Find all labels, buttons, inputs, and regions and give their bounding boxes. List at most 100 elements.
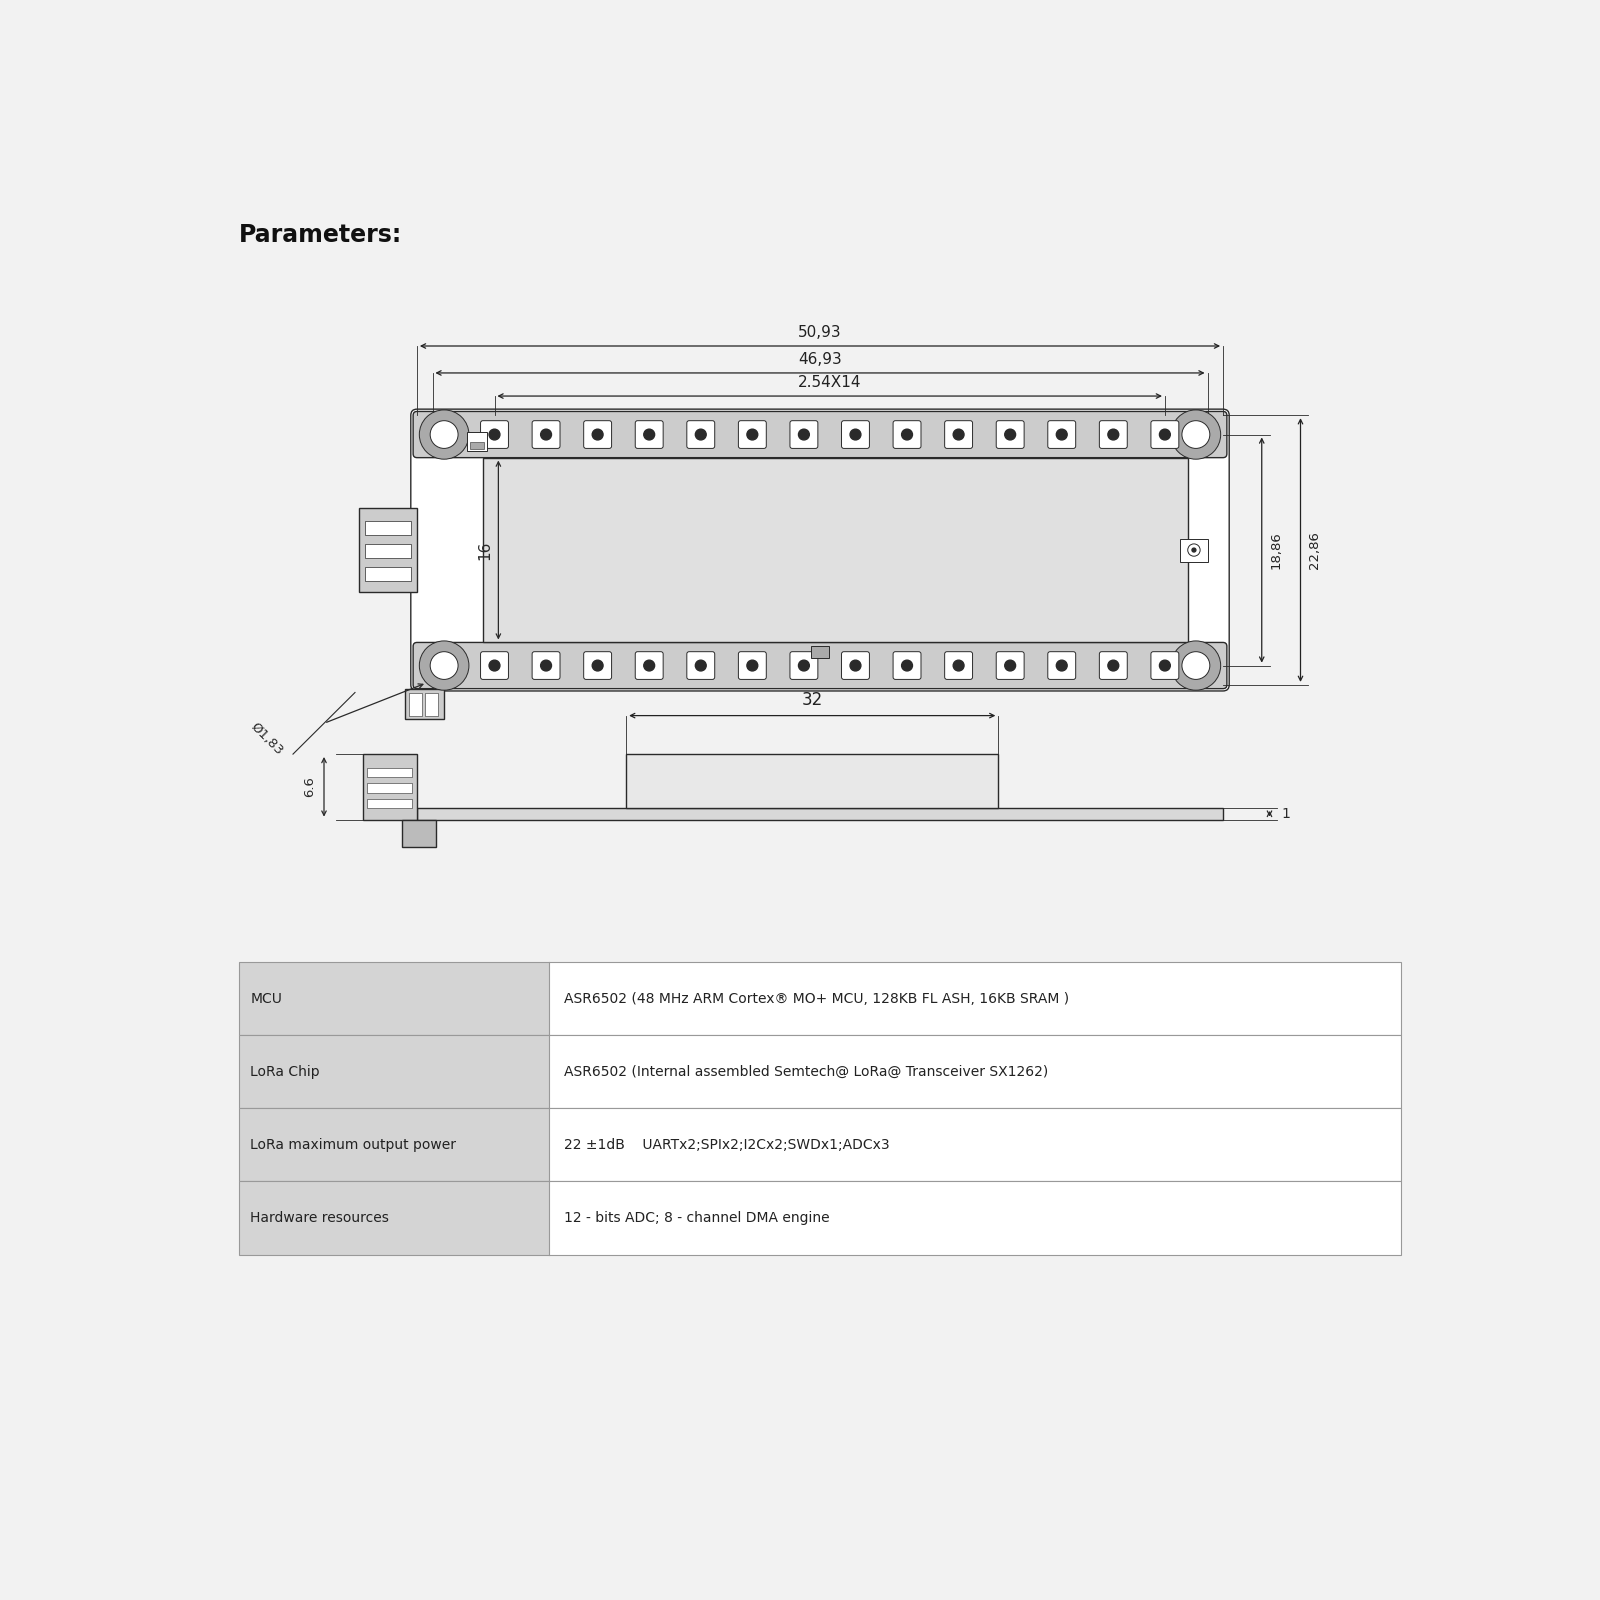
Circle shape (747, 661, 758, 670)
Bar (365, 544, 411, 558)
Bar (626, 754, 998, 808)
Bar (365, 520, 411, 534)
Text: 32: 32 (802, 691, 822, 709)
Text: 50,93: 50,93 (798, 325, 842, 339)
FancyBboxPatch shape (738, 651, 766, 680)
Bar (238, 962, 1402, 1035)
FancyBboxPatch shape (635, 651, 662, 680)
Circle shape (798, 661, 810, 670)
Bar (549, 1181, 1402, 1254)
Bar (363, 754, 418, 819)
Bar (368, 798, 413, 808)
Text: Ø1,83: Ø1,83 (248, 720, 285, 757)
Circle shape (954, 661, 965, 670)
Bar (238, 1035, 549, 1109)
Text: 16: 16 (477, 541, 491, 560)
FancyBboxPatch shape (686, 651, 715, 680)
FancyBboxPatch shape (413, 411, 1227, 458)
Circle shape (490, 429, 499, 440)
Bar (483, 458, 1189, 643)
Bar (238, 1035, 1402, 1109)
FancyBboxPatch shape (1150, 651, 1179, 680)
FancyBboxPatch shape (944, 421, 973, 448)
Text: 1: 1 (1282, 806, 1290, 821)
FancyBboxPatch shape (790, 651, 818, 680)
Circle shape (1171, 410, 1221, 459)
FancyBboxPatch shape (997, 651, 1024, 680)
Bar (549, 1109, 1402, 1181)
Bar (238, 1181, 549, 1254)
FancyBboxPatch shape (1048, 421, 1075, 448)
Bar (238, 1109, 549, 1181)
Bar (1181, 539, 1208, 562)
FancyBboxPatch shape (1048, 651, 1075, 680)
Circle shape (419, 642, 469, 690)
Circle shape (850, 429, 861, 440)
FancyBboxPatch shape (1099, 421, 1128, 448)
Circle shape (643, 429, 654, 440)
Bar (402, 819, 437, 846)
Bar (368, 768, 413, 778)
Circle shape (954, 429, 965, 440)
Circle shape (1171, 642, 1221, 690)
Text: Hardware resources: Hardware resources (250, 1211, 389, 1226)
Bar (238, 962, 549, 1035)
FancyBboxPatch shape (584, 651, 611, 680)
Bar (365, 566, 411, 581)
Text: 46,93: 46,93 (798, 352, 842, 366)
Circle shape (1160, 661, 1170, 670)
FancyBboxPatch shape (738, 421, 766, 448)
Text: Parameters:: Parameters: (238, 222, 402, 246)
Bar (811, 646, 829, 658)
FancyBboxPatch shape (635, 421, 662, 448)
Text: 2.54X14: 2.54X14 (798, 374, 861, 390)
Text: LoRa Chip: LoRa Chip (250, 1064, 320, 1078)
Circle shape (1182, 421, 1210, 448)
Circle shape (490, 661, 499, 670)
Text: 22,86: 22,86 (1309, 531, 1322, 570)
Circle shape (1182, 651, 1210, 680)
FancyBboxPatch shape (893, 421, 922, 448)
Circle shape (430, 421, 458, 448)
Circle shape (696, 429, 706, 440)
Circle shape (430, 651, 458, 680)
FancyBboxPatch shape (480, 421, 509, 448)
Circle shape (1107, 661, 1118, 670)
Bar (467, 432, 486, 451)
Circle shape (902, 429, 912, 440)
Text: MCU: MCU (250, 992, 282, 1005)
Text: ASR6502 (48 MHz ARM Cortex® MO+ MCU, 128KB FL ASH, 16KB SRAM ): ASR6502 (48 MHz ARM Cortex® MO+ MCU, 128… (565, 992, 1069, 1005)
Circle shape (419, 410, 469, 459)
FancyBboxPatch shape (944, 651, 973, 680)
Text: ASR6502 (Internal assembled Semtech@ LoRa@ Transceiver SX1262): ASR6502 (Internal assembled Semtech@ LoR… (565, 1064, 1048, 1078)
Bar (238, 1109, 1402, 1181)
Bar (418, 808, 1222, 819)
Circle shape (541, 661, 552, 670)
Bar (358, 507, 418, 592)
Bar (368, 784, 413, 792)
Bar (238, 1181, 1402, 1254)
FancyBboxPatch shape (790, 421, 818, 448)
Circle shape (592, 661, 603, 670)
Circle shape (696, 661, 706, 670)
Text: 22 ±1dB    UARTx2;SPIx2;I2Cx2;SWDx1;ADCx3: 22 ±1dB UARTx2;SPIx2;I2Cx2;SWDx1;ADCx3 (565, 1138, 890, 1152)
FancyBboxPatch shape (842, 421, 869, 448)
Text: LoRa maximum output power: LoRa maximum output power (250, 1138, 456, 1152)
FancyBboxPatch shape (893, 651, 922, 680)
Circle shape (1005, 661, 1016, 670)
Bar (405, 688, 445, 720)
Text: 6.6: 6.6 (304, 776, 317, 797)
Bar (549, 1035, 1402, 1109)
FancyBboxPatch shape (686, 421, 715, 448)
Circle shape (592, 429, 603, 440)
Circle shape (850, 661, 861, 670)
Bar (470, 442, 485, 450)
Bar (424, 693, 438, 715)
FancyBboxPatch shape (413, 643, 1227, 688)
Circle shape (798, 429, 810, 440)
FancyBboxPatch shape (584, 421, 611, 448)
FancyBboxPatch shape (1150, 421, 1179, 448)
FancyBboxPatch shape (997, 421, 1024, 448)
FancyBboxPatch shape (533, 651, 560, 680)
Circle shape (1005, 429, 1016, 440)
